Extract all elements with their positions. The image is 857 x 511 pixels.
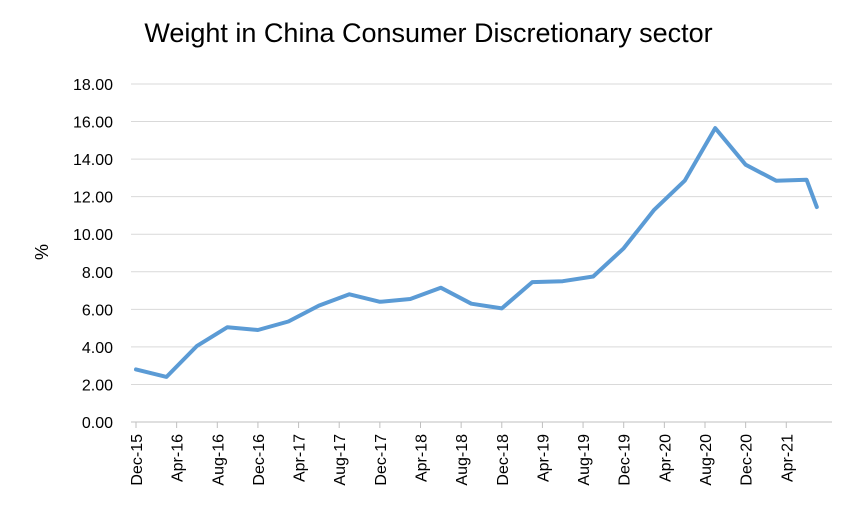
data-point — [469, 302, 473, 306]
data-point — [195, 344, 199, 348]
data-point — [591, 275, 595, 279]
y-axis-ticks: 0.00 2.00 4.00 6.00 8.00 10.00 12.00 14.00 16.00… — [73, 77, 113, 432]
data-point — [713, 126, 717, 130]
x-tick-label: Aug-20 — [698, 434, 715, 486]
y-tick-label: 16.00 — [73, 115, 113, 132]
data-point — [317, 304, 321, 308]
chart-title: Weight in China Consumer Discretionary s… — [144, 18, 713, 48]
x-tick-label: Dec-15 — [129, 434, 146, 486]
x-tick-label: Apr-19 — [535, 434, 552, 482]
data-point — [439, 286, 443, 290]
x-tick-label: Apr-16 — [170, 434, 187, 482]
y-tick-label: 2.00 — [82, 377, 113, 394]
y-tick-label: 18.00 — [73, 77, 113, 94]
x-tick-label: Aug-16 — [210, 434, 227, 486]
series — [134, 126, 819, 379]
data-point — [378, 300, 382, 304]
data-point — [561, 279, 565, 283]
y-tick-label: 0.00 — [82, 415, 113, 432]
x-tick-label: Apr-18 — [413, 434, 430, 482]
data-point — [652, 208, 656, 212]
x-tick-label: Apr-17 — [292, 434, 309, 482]
data-point — [225, 325, 229, 329]
x-tick-label: Dec-16 — [251, 434, 268, 486]
data-point — [347, 292, 351, 296]
x-tick-label: Aug-18 — [454, 434, 471, 486]
x-tick-label: Aug-19 — [576, 434, 593, 486]
x-tick-label: Dec-19 — [617, 434, 634, 486]
y-axis-title: % — [32, 244, 52, 260]
data-point — [774, 179, 778, 183]
x-tick-label: Apr-20 — [657, 434, 674, 482]
data-point — [408, 297, 412, 301]
y-tick-label: 4.00 — [82, 340, 113, 357]
x-tick-label: Aug-17 — [332, 434, 349, 486]
gridlines — [131, 83, 832, 385]
y-tick-label: 12.00 — [73, 190, 113, 207]
data-point — [500, 306, 504, 310]
data-point — [530, 280, 534, 284]
x-tick-label: Dec-20 — [739, 434, 756, 486]
data-point — [805, 178, 809, 182]
y-tick-label: 8.00 — [82, 265, 113, 282]
data-point — [286, 320, 290, 324]
x-axis-ticks: Dec-15 Apr-16 Aug-16 Dec-16 Apr-17 Aug-17 Dec-… — [129, 422, 796, 486]
data-point — [622, 246, 626, 250]
data-point — [744, 163, 748, 167]
data-point — [256, 328, 260, 332]
data-point — [134, 367, 138, 371]
data-point — [815, 205, 819, 209]
data-point — [165, 375, 169, 379]
x-tick-label: Dec-18 — [495, 434, 512, 486]
y-tick-label: 10.00 — [73, 227, 113, 244]
data-point — [683, 179, 687, 183]
x-tick-label: Apr-21 — [779, 434, 796, 482]
series-line — [134, 126, 819, 379]
y-tick-label: 6.00 — [82, 302, 113, 319]
x-tick-label: Dec-17 — [373, 434, 390, 486]
y-tick-label: 14.00 — [73, 152, 113, 169]
